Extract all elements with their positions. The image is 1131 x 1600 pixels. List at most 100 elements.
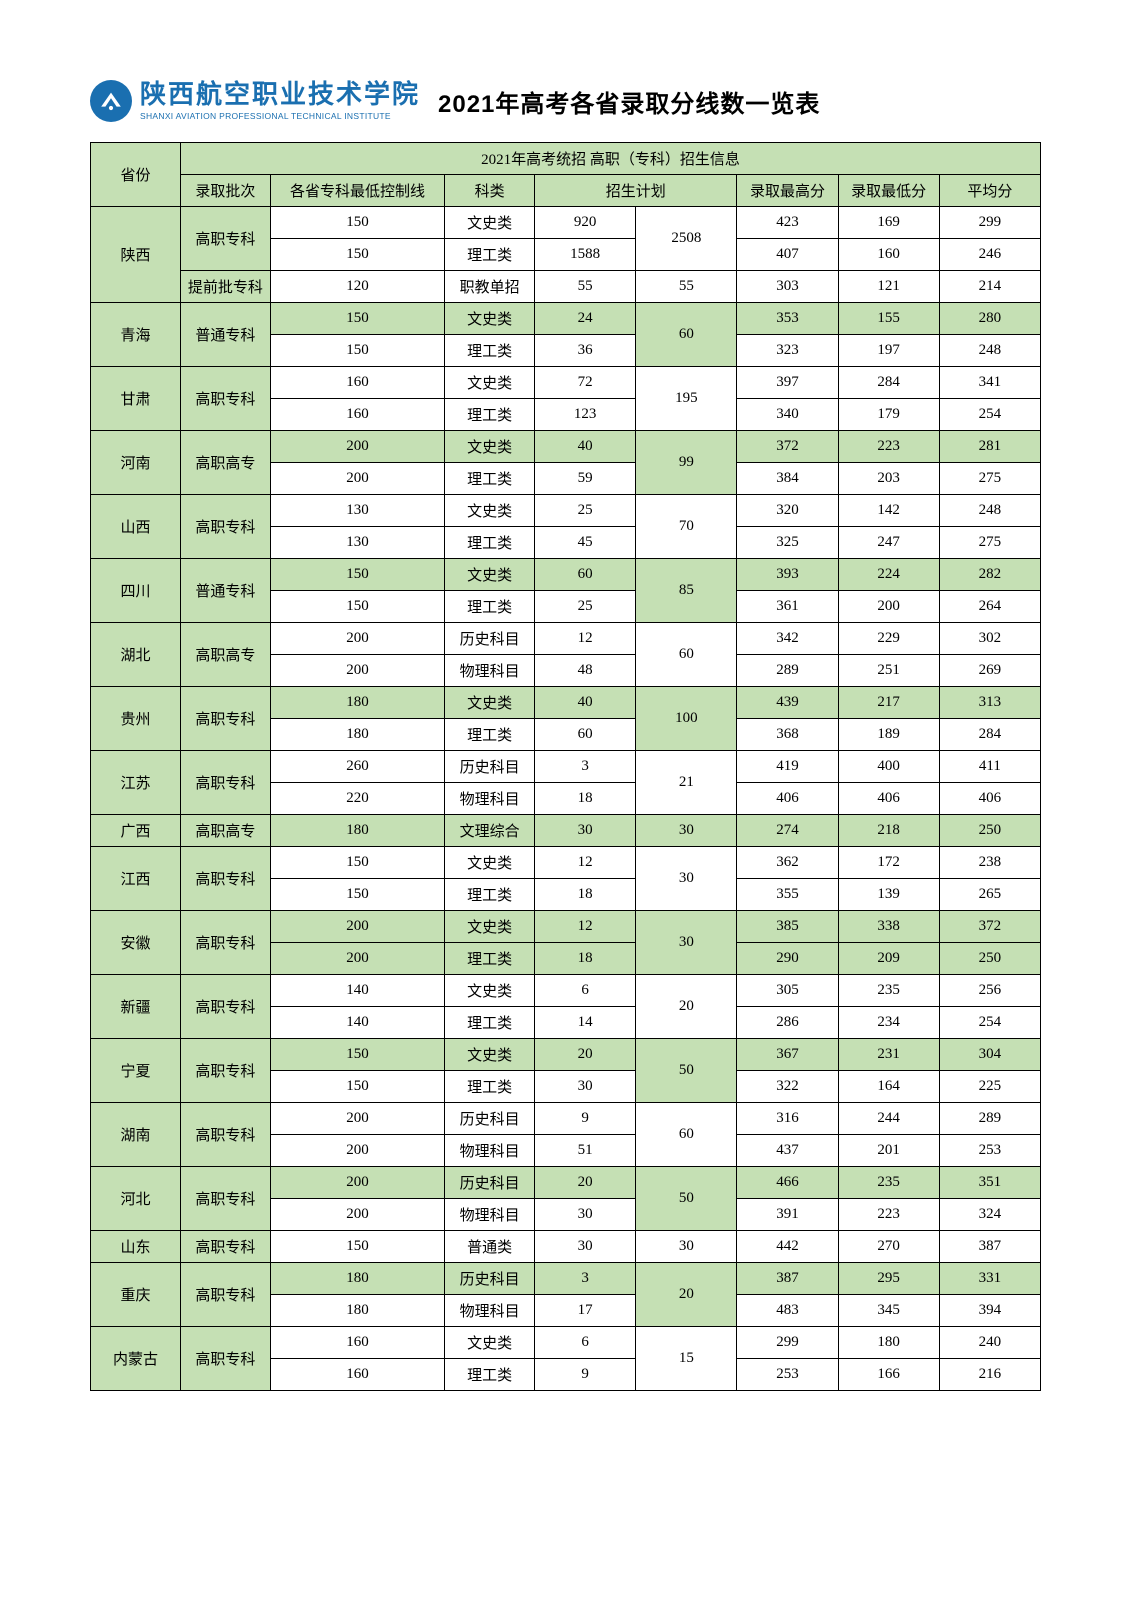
- table-row: 甘肃高职专科160文史类72195397284341: [91, 367, 1041, 399]
- cell-avg: 256: [939, 975, 1040, 1007]
- cell-max: 320: [737, 495, 838, 527]
- cell-plan-sub: 17: [535, 1295, 636, 1327]
- cell-avg: 275: [939, 463, 1040, 495]
- cell-subject: 理工类: [445, 527, 535, 559]
- cell-max: 406: [737, 783, 838, 815]
- col-batch: 录取批次: [180, 175, 270, 207]
- cell-subject: 文史类: [445, 687, 535, 719]
- cell-province: 新疆: [91, 975, 181, 1039]
- cell-avg: 238: [939, 847, 1040, 879]
- cell-avg: 302: [939, 623, 1040, 655]
- cell-subject: 理工类: [445, 335, 535, 367]
- cell-avg: 214: [939, 271, 1040, 303]
- cell-min: 338: [838, 911, 939, 943]
- col-avg: 平均分: [939, 175, 1040, 207]
- table-row: 贵州高职专科180文史类40100439217313: [91, 687, 1041, 719]
- cell-control-line: 120: [270, 271, 444, 303]
- cell-province: 重庆: [91, 1263, 181, 1327]
- cell-control-line: 150: [270, 1071, 444, 1103]
- cell-plan-total: 30: [636, 847, 737, 911]
- cell-max: 316: [737, 1103, 838, 1135]
- cell-min: 217: [838, 687, 939, 719]
- cell-avg: 284: [939, 719, 1040, 751]
- cell-plan-sub: 18: [535, 783, 636, 815]
- table-row: 湖南高职专科200历史科目960316244289: [91, 1103, 1041, 1135]
- cell-subject: 理工类: [445, 719, 535, 751]
- cell-avg: 240: [939, 1327, 1040, 1359]
- cell-min: 235: [838, 1167, 939, 1199]
- cell-plan-sub: 123: [535, 399, 636, 431]
- cell-max: 372: [737, 431, 838, 463]
- table-row: 广西高职高专180文理综合3030274218250: [91, 815, 1041, 847]
- cell-subject: 物理科目: [445, 1295, 535, 1327]
- cell-avg: 269: [939, 655, 1040, 687]
- cell-plan-sub: 30: [535, 1199, 636, 1231]
- cell-plan-sub: 60: [535, 559, 636, 591]
- cell-min: 295: [838, 1263, 939, 1295]
- col-min: 录取最低分: [838, 175, 939, 207]
- cell-batch: 高职高专: [180, 623, 270, 687]
- cell-plan-total: 2508: [636, 207, 737, 271]
- cell-control-line: 200: [270, 1199, 444, 1231]
- cell-min: 234: [838, 1007, 939, 1039]
- cell-plan-total: 30: [636, 815, 737, 847]
- cell-batch: 高职专科: [180, 1103, 270, 1167]
- cell-subject: 理工类: [445, 1007, 535, 1039]
- cell-province: 四川: [91, 559, 181, 623]
- cell-plan-sub: 920: [535, 207, 636, 239]
- cell-subject: 文史类: [445, 847, 535, 879]
- cell-min: 166: [838, 1359, 939, 1391]
- cell-max: 253: [737, 1359, 838, 1391]
- cell-avg: 411: [939, 751, 1040, 783]
- cell-plan-total: 15: [636, 1327, 737, 1391]
- cell-control-line: 150: [270, 847, 444, 879]
- cell-batch: 普通专科: [180, 559, 270, 623]
- cell-subject: 文史类: [445, 303, 535, 335]
- cell-subject: 文史类: [445, 1327, 535, 1359]
- cell-avg: 289: [939, 1103, 1040, 1135]
- cell-max: 303: [737, 271, 838, 303]
- cell-min: 197: [838, 335, 939, 367]
- cell-province: 湖北: [91, 623, 181, 687]
- cell-batch: 高职专科: [180, 975, 270, 1039]
- cell-batch: 提前批专科: [180, 271, 270, 303]
- cell-avg: 280: [939, 303, 1040, 335]
- cell-plan-total: 60: [636, 303, 737, 367]
- cell-province: 安徽: [91, 911, 181, 975]
- cell-max: 437: [737, 1135, 838, 1167]
- cell-plan-sub: 3: [535, 751, 636, 783]
- cell-min: 164: [838, 1071, 939, 1103]
- cell-subject: 历史科目: [445, 623, 535, 655]
- cell-subject: 文史类: [445, 367, 535, 399]
- cell-control-line: 200: [270, 1135, 444, 1167]
- cell-subject: 文史类: [445, 559, 535, 591]
- cell-min: 406: [838, 783, 939, 815]
- institute-logo: 陕西航空职业技术学院 SHANXI AVIATION PROFESSIONAL …: [90, 80, 420, 122]
- cell-plan-sub: 14: [535, 1007, 636, 1039]
- cell-batch: 高职高专: [180, 815, 270, 847]
- cell-province: 山东: [91, 1231, 181, 1263]
- table-row: 宁夏高职专科150文史类2050367231304: [91, 1039, 1041, 1071]
- cell-batch: 高职专科: [180, 687, 270, 751]
- cell-control-line: 200: [270, 655, 444, 687]
- cell-max: 397: [737, 367, 838, 399]
- cell-control-line: 160: [270, 1359, 444, 1391]
- cell-control-line: 150: [270, 239, 444, 271]
- cell-max: 355: [737, 879, 838, 911]
- cell-max: 286: [737, 1007, 838, 1039]
- cell-subject: 文史类: [445, 911, 535, 943]
- cell-control-line: 150: [270, 1231, 444, 1263]
- cell-plan-sub: 30: [535, 815, 636, 847]
- cell-avg: 282: [939, 559, 1040, 591]
- cell-plan-total: 20: [636, 1263, 737, 1327]
- cell-plan-sub: 12: [535, 911, 636, 943]
- table-row: 河南高职高专200文史类4099372223281: [91, 431, 1041, 463]
- cell-plan-total: 195: [636, 367, 737, 431]
- cell-max: 385: [737, 911, 838, 943]
- cell-avg: 216: [939, 1359, 1040, 1391]
- cell-min: 201: [838, 1135, 939, 1167]
- cell-plan-sub: 1588: [535, 239, 636, 271]
- cell-avg: 264: [939, 591, 1040, 623]
- cell-max: 368: [737, 719, 838, 751]
- admission-score-table: 省份 2021年高考统招 高职（专科）招生信息 录取批次 各省专科最低控制线 科…: [90, 142, 1041, 1391]
